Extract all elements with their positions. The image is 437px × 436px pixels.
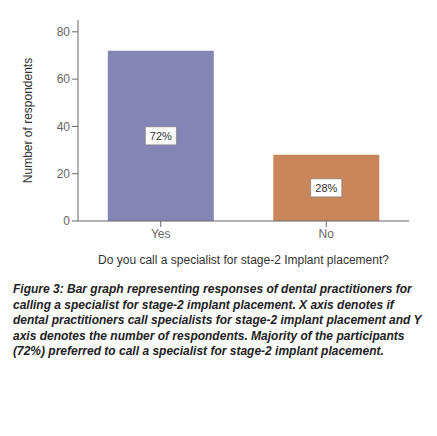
svg-text:No: No xyxy=(319,227,335,241)
svg-text:72%: 72% xyxy=(150,130,172,142)
svg-text:80: 80 xyxy=(57,25,71,39)
svg-text:28%: 28% xyxy=(315,182,337,194)
svg-text:20: 20 xyxy=(57,167,71,181)
html-text:Figure 3: Bar graph representi: Figure 3: Bar graph representing respons… xyxy=(13,282,422,359)
svg-text:0: 0 xyxy=(63,214,70,228)
svg-text:Do you call a specialist for s: Do you call a specialist for stage-2 Imp… xyxy=(98,253,389,267)
svg-text:40: 40 xyxy=(57,120,71,134)
svg-text:Yes: Yes xyxy=(151,227,171,241)
svg-text:60: 60 xyxy=(57,72,71,86)
svg-text:Number of respondents: Number of respondents xyxy=(21,58,35,183)
